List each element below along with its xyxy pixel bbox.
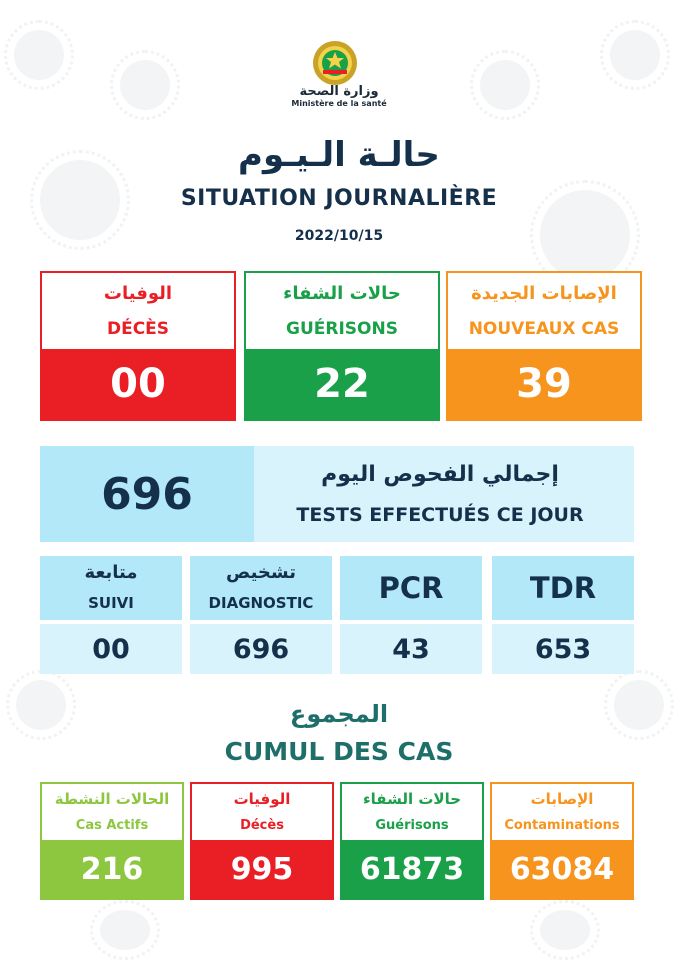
virus-background-icon [4,20,74,90]
daily-new-cases-value: 39 [448,349,640,419]
daily-recoveries-value: 22 [246,349,438,419]
page-title-fr: SITUATION JOURNALIÈRE [180,186,498,211]
cumul-deaths-label-ar: الوفيات [233,790,291,808]
cumul-recoveries-label-ar: حالات الشفاء [362,790,462,808]
daily-deaths-label-ar: الوفيات [103,283,173,304]
tests-pcr-label: PCR [378,571,444,605]
virus-background-icon [110,50,180,120]
cumul-contaminations-card: الإصابات Contaminations 63084 [490,782,634,900]
tests-diagnostic-card: تشخيص DIAGNOSTIC 696 [190,556,332,674]
tests-pcr-card: PCR 43 [340,556,482,674]
tests-total-label-fr: TESTS EFFECTUÉS CE JOUR [296,504,584,526]
tests-suivi-label-ar: متابعة [84,562,138,583]
daily-new-cases-label-fr: NOUVEAUX CAS [468,319,620,339]
cumul-contaminations-label-fr: Contaminations [504,818,620,833]
daily-deaths-label-fr: DÉCÈS [106,319,170,339]
page-title-ar: حالـة الـيـوم [238,135,440,175]
virus-background-icon [90,900,160,960]
tests-tdr-label: TDR [529,571,597,605]
tests-total-value: 696 [40,446,254,542]
tests-diagnostic-label-ar: تشخيص [226,562,296,583]
virus-background-icon [530,900,600,960]
cumul-deaths-value: 995 [192,840,332,898]
tests-total-label-ar: إجمالي الفحوص اليوم [321,462,559,487]
virus-background-icon [530,180,640,290]
daily-new-cases-card: الإصابات الجديدة NOUVEAUX CAS 39 [446,271,642,421]
cumul-title-ar: المجموع [289,700,389,728]
daily-recoveries-label-fr: GUÉRISONS [286,319,398,339]
virus-background-icon [30,150,130,250]
tests-tdr-card: TDR 653 [492,556,634,674]
virus-background-icon [604,670,674,740]
cumul-recoveries-value: 61873 [342,840,482,898]
cumul-deaths-card: الوفيات Décès 995 [190,782,334,900]
virus-background-icon [470,50,540,120]
daily-recoveries-card: حالات الشفاء GUÉRISONS 22 [244,271,440,421]
tests-suivi-value: 00 [40,624,182,674]
cumul-active-label-fr: Cas Actifs [75,818,149,833]
tests-pcr-value: 43 [340,624,482,674]
cumul-contaminations-value: 63084 [492,840,632,898]
ministry-name-fr: Ministère de la santé [291,99,387,108]
tests-suivi-card: متابعة SUIVI 00 [40,556,182,674]
cumul-title-fr: CUMUL DES CAS [224,737,454,766]
cumul-deaths-label-fr: Décès [240,818,284,833]
cumul-active-card: الحالات النشطة Cas Actifs 216 [40,782,184,900]
cumul-active-label-ar: الحالات النشطة [54,790,170,808]
virus-background-icon [600,20,670,90]
ministry-emblem-icon [312,40,358,86]
cumul-recoveries-card: حالات الشفاء Guérisons 61873 [340,782,484,900]
daily-recoveries-label-ar: حالات الشفاء [283,283,401,304]
cumul-contaminations-label-ar: الإصابات [530,790,594,808]
daily-new-cases-label-ar: الإصابات الجديدة [471,283,617,304]
report-date: 2022/10/15 [294,228,384,244]
tests-suivi-label-fr: SUIVI [88,594,134,612]
daily-deaths-card: الوفيات DÉCÈS 00 [40,271,236,421]
daily-deaths-value: 00 [42,349,234,419]
cumul-recoveries-label-fr: Guérisons [375,818,449,833]
tests-diagnostic-value: 696 [190,624,332,674]
tests-diagnostic-label-fr: DIAGNOSTIC [208,594,314,612]
ministry-name-ar: وزارة الصحة [299,84,379,99]
tests-tdr-value: 653 [492,624,634,674]
cumul-active-value: 216 [42,840,182,898]
